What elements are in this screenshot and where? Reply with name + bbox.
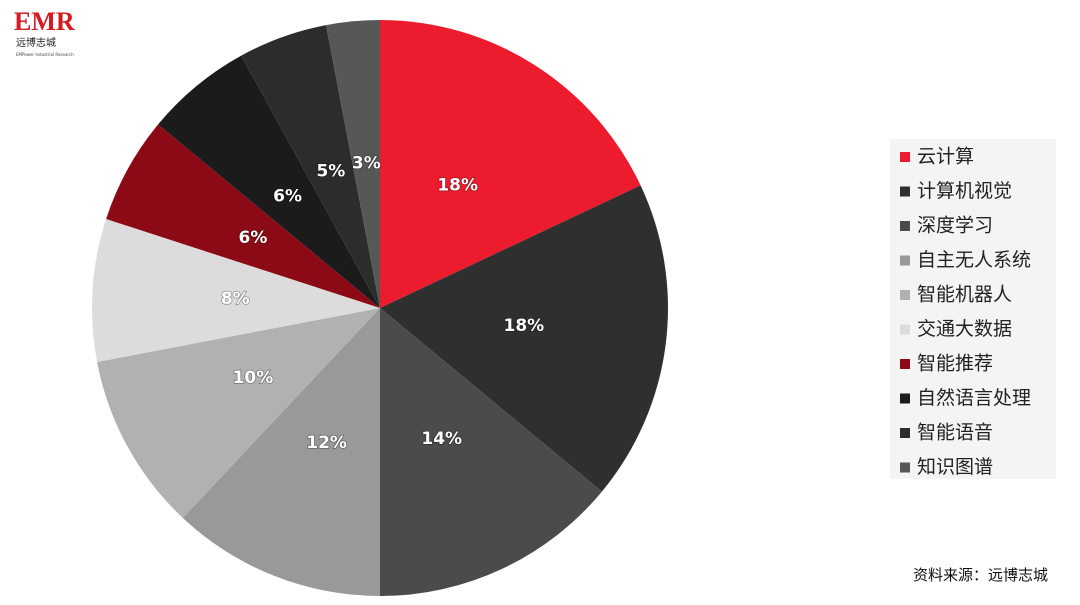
legend-swatch: [900, 393, 910, 404]
pie-slice: [326, 20, 380, 308]
legend-box: [890, 139, 1056, 479]
pie-slice: [241, 25, 380, 309]
source-note: 资料来源：远博志城: [913, 566, 1048, 584]
pie-slice: [380, 185, 669, 492]
pie: 18% 18% 14% 12% 10% 8% 6% 6% 5% 3%: [92, 20, 669, 596]
legend-label: 知识图谱: [917, 456, 993, 478]
pie-slice: [380, 20, 641, 308]
value-label: 6%: [238, 228, 267, 248]
legend-label: 自主无人系统: [917, 249, 1031, 271]
value-label: 6%: [273, 186, 302, 206]
legend-swatch: [900, 221, 910, 231]
pie-slice: [92, 219, 380, 362]
pie-slice: [380, 308, 602, 596]
value-label: 5%: [316, 162, 345, 182]
legend-label: 交通大数据: [917, 318, 1012, 340]
logo-name: 远博志城: [16, 36, 56, 49]
value-label: 8%: [221, 289, 250, 309]
legend-swatch: [900, 462, 910, 473]
value-label: 18%: [504, 316, 545, 336]
legend-swatch: [900, 255, 910, 266]
legend-swatch: [900, 290, 910, 300]
pie-slice: [158, 55, 380, 309]
legend-label: 智能推荐: [917, 353, 993, 375]
legend-label: 云计算: [917, 146, 974, 168]
logo-tagline: EMPower Industrial Research: [16, 52, 74, 57]
value-label: 10%: [233, 368, 274, 388]
value-label: 12%: [306, 433, 347, 453]
logo-mark: EMR: [14, 7, 75, 36]
legend-label: 深度学习: [917, 215, 993, 237]
value-label: 14%: [421, 429, 462, 449]
pie-slice: [97, 308, 381, 518]
legend-swatch: [900, 152, 910, 162]
legend-label: 计算机视觉: [917, 180, 1012, 202]
legend: 云计算计算机视觉深度学习自主无人系统智能机器人交通大数据智能推荐自然语言处理智能…: [900, 146, 1031, 478]
legend-label: 智能机器人: [917, 284, 1012, 306]
value-label: 3%: [352, 154, 381, 174]
pie-slice: [106, 124, 380, 308]
value-label: 18%: [437, 176, 478, 196]
legend-swatch: [900, 428, 910, 438]
legend-label: 智能语音: [917, 422, 993, 444]
legend-swatch: [900, 359, 910, 369]
legend-label: 自然语言处理: [917, 387, 1031, 409]
pie-slice: [182, 308, 380, 596]
legend-swatch: [900, 324, 910, 335]
legend-swatch: [900, 186, 910, 197]
